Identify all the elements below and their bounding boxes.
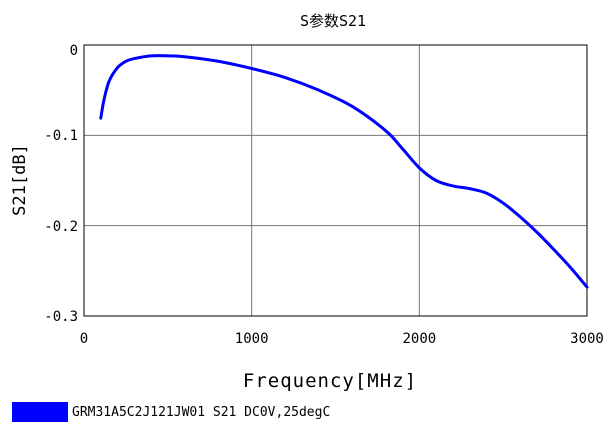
y-tick-0: 0	[70, 43, 78, 59]
y-tick-minus-0-3: -0.3	[44, 309, 78, 325]
chart-title: S参数S21	[300, 12, 366, 30]
y-tick-minus-0-1: -0.1	[44, 128, 78, 144]
x-tick-1000: 1000	[235, 331, 269, 347]
s21-series-line	[99, 54, 589, 289]
y-axis-label: S21[dB]	[10, 144, 30, 216]
plot-frame	[83, 44, 588, 317]
legend: GRM31A5C2J121JW01 S21 DC0V,25degC	[12, 402, 330, 422]
y-tick-minus-0-2: -0.2	[44, 219, 78, 235]
x-tick-2000: 2000	[402, 331, 436, 347]
chart: S参数S21 0 1000 2000 3000 0 -0.1 -0.2 -0.3…	[10, 12, 604, 392]
x-tick-3000: 3000	[570, 331, 604, 347]
x-axis-label: Frequency[MHz]	[243, 370, 417, 392]
grid	[84, 45, 587, 316]
x-tick-0: 0	[80, 331, 88, 347]
legend-label: GRM31A5C2J121JW01 S21 DC0V,25degC	[72, 404, 331, 420]
legend-swatch	[12, 402, 68, 422]
